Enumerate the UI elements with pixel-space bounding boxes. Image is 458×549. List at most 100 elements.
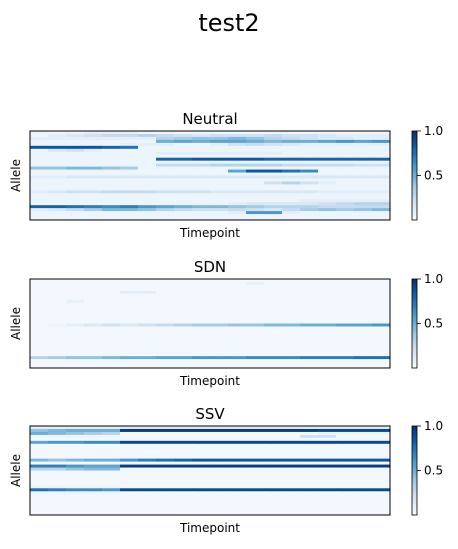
heatmap-cell — [372, 470, 391, 474]
heatmap-cell — [138, 449, 157, 453]
heatmap-cell — [336, 166, 355, 170]
heatmap-cell — [138, 308, 157, 312]
heatmap-cell — [156, 151, 175, 156]
heatmap-cell — [210, 293, 229, 298]
heatmap-cell — [30, 446, 49, 451]
heatmap-cell — [66, 434, 85, 439]
heatmap-cell — [336, 512, 355, 516]
heatmap-cell — [120, 148, 139, 153]
heatmap-cell — [354, 437, 373, 442]
heatmap-cell — [84, 488, 103, 492]
heatmap-cell — [300, 431, 319, 436]
heatmap-cell — [318, 344, 337, 348]
heatmap-cell — [354, 470, 373, 474]
heatmap-cell — [102, 476, 121, 480]
heatmap-cell — [48, 452, 67, 456]
heatmap-cell — [174, 344, 193, 348]
heatmap-cell — [264, 311, 283, 315]
heatmap-cell — [138, 145, 157, 150]
heatmap-cell — [318, 446, 337, 451]
heatmap-cell — [192, 166, 211, 170]
heatmap-cell — [84, 443, 103, 448]
heatmap-cell — [336, 449, 355, 453]
heatmap-cell — [336, 335, 355, 339]
heatmap-cell — [30, 175, 49, 179]
heatmap-cell — [138, 169, 157, 173]
heatmap-cell — [228, 193, 247, 197]
heatmap-cell — [66, 296, 85, 301]
heatmap-cell — [246, 350, 265, 354]
heatmap-cell — [66, 476, 85, 480]
heatmap-cell — [300, 284, 319, 289]
heatmap-cell — [102, 426, 121, 430]
colorbar-tick-label: 1.0 — [424, 272, 443, 286]
heatmap-cell — [48, 359, 67, 363]
heatmap-cell — [336, 452, 355, 456]
heatmap-cell — [282, 208, 301, 212]
heatmap-cell — [30, 172, 49, 176]
heatmap-cell — [372, 485, 391, 489]
heatmap-cell — [156, 217, 175, 221]
heatmap-cell — [66, 133, 85, 138]
heatmap-cell — [192, 503, 211, 507]
heatmap-cell — [138, 178, 157, 182]
heatmap-cell — [210, 305, 229, 309]
heatmap-cell — [318, 205, 337, 209]
heatmap-cell — [228, 350, 247, 354]
heatmap-cell — [48, 470, 67, 474]
heatmap-cell — [66, 497, 85, 501]
heatmap-cell — [156, 458, 175, 462]
heatmap-cell — [372, 172, 391, 176]
heatmap-cell — [138, 431, 157, 436]
heatmap-cell — [336, 473, 355, 477]
heatmap-cell — [102, 317, 121, 321]
heatmap-cell — [300, 491, 319, 495]
heatmap-cell — [372, 323, 391, 327]
heatmap-cell — [210, 479, 229, 483]
heatmap-cell — [300, 446, 319, 451]
heatmap-cell — [30, 157, 49, 161]
heatmap-cell — [318, 434, 337, 439]
heatmap-cell — [120, 326, 139, 330]
heatmap-cell — [282, 133, 301, 138]
heatmap-cell — [300, 449, 319, 453]
heatmap-cell — [318, 458, 337, 462]
heatmap-cell — [210, 473, 229, 477]
heatmap-cell — [66, 202, 85, 206]
heatmap-cell — [336, 428, 355, 433]
heatmap-cell — [138, 311, 157, 315]
heatmap-cell — [318, 199, 337, 203]
heatmap-cell — [102, 136, 121, 141]
heatmap-cell — [246, 509, 265, 513]
heatmap-cell — [264, 145, 283, 150]
heatmap-cell — [120, 476, 139, 480]
heatmap-cell — [102, 470, 121, 474]
heatmap-cell — [174, 359, 193, 363]
heatmap-cell — [66, 467, 85, 471]
heatmap-cell — [138, 133, 157, 138]
heatmap-cell — [156, 211, 175, 215]
heatmap-cell — [300, 199, 319, 203]
heatmap-cell — [300, 350, 319, 354]
axes-frame — [29, 130, 391, 221]
heatmap-cell — [192, 136, 211, 141]
heatmap-cell — [84, 314, 103, 318]
heatmap-cell — [30, 199, 49, 203]
heatmap-cell — [66, 166, 85, 170]
heatmap-cell — [174, 341, 193, 345]
heatmap-cell — [48, 329, 67, 333]
heatmap-cell — [282, 338, 301, 342]
heatmap-cell — [228, 512, 247, 516]
heatmap-cell — [282, 467, 301, 471]
heatmap-cell — [264, 166, 283, 170]
heatmap-cell — [48, 314, 67, 318]
heatmap-cell — [372, 154, 391, 158]
heatmap-cell — [102, 296, 121, 301]
heatmap-cell — [264, 464, 283, 468]
heatmap-cell — [210, 500, 229, 504]
heatmap-cell — [66, 494, 85, 498]
heatmap-cell — [102, 187, 121, 191]
heatmap-cell — [228, 196, 247, 200]
heatmap-cell — [48, 299, 67, 304]
heatmap-cell — [192, 428, 211, 433]
